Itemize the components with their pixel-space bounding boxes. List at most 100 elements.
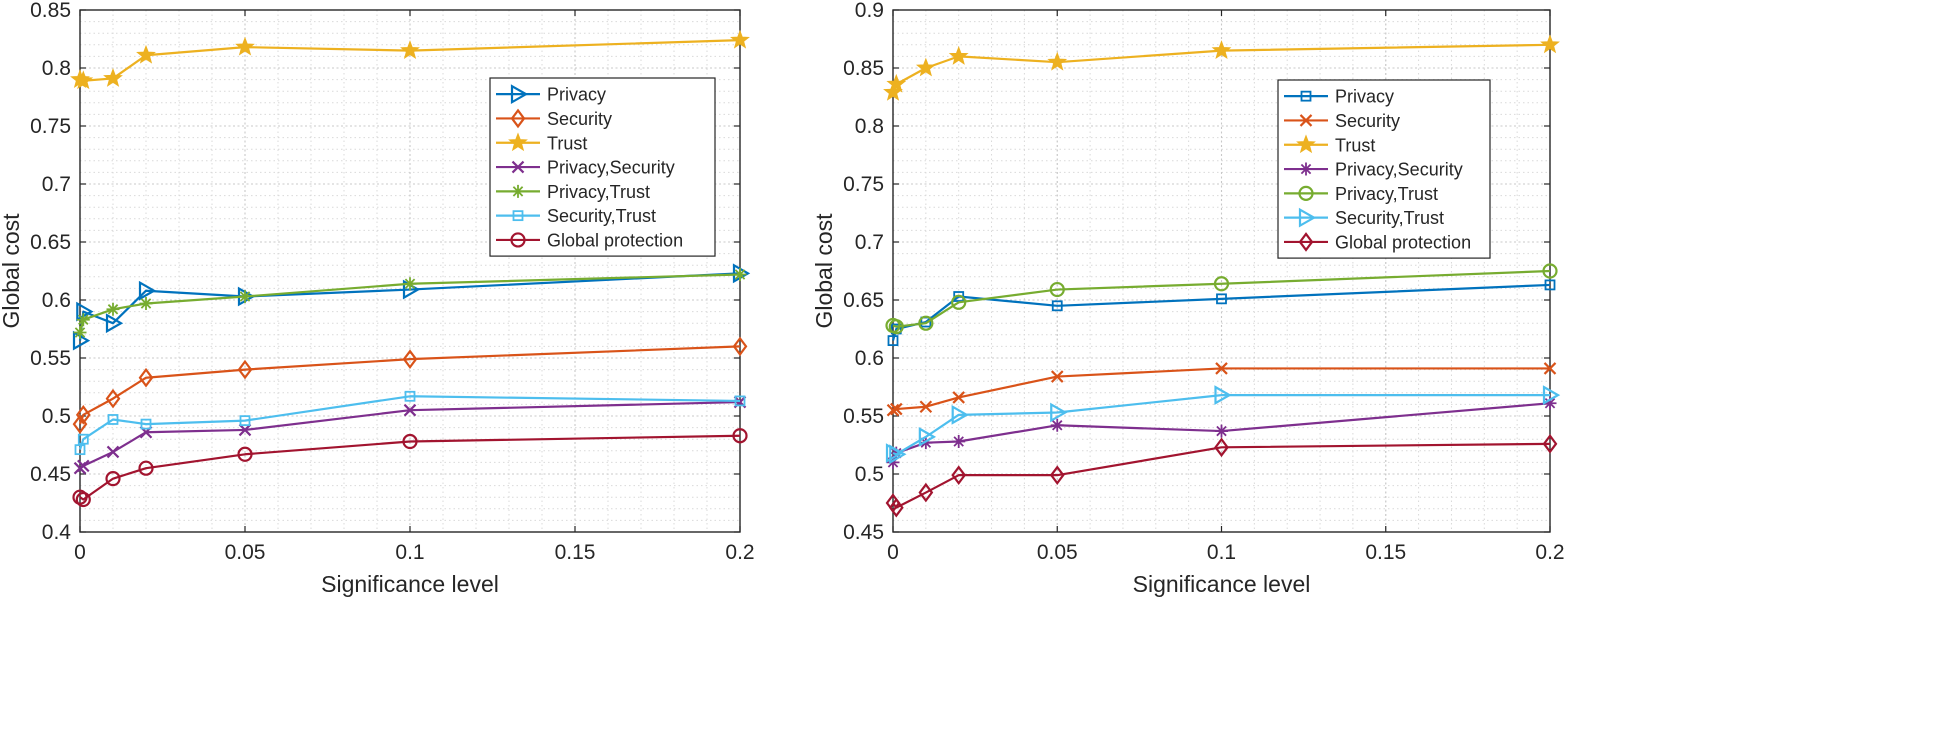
- series-security-trust: [74, 390, 746, 456]
- data-point: [1050, 402, 1068, 423]
- series-security: [72, 336, 748, 434]
- data-point: [75, 405, 91, 425]
- data-point: [918, 315, 934, 331]
- series-security: [886, 362, 1557, 417]
- data-point: [138, 280, 157, 301]
- data-point: [403, 277, 417, 291]
- legend-entry: Privacy,Security: [496, 158, 675, 178]
- legend-label: Security: [547, 109, 612, 129]
- y-tick-label: 0.75: [30, 115, 71, 138]
- data-point: [105, 471, 121, 487]
- data-point: [1543, 396, 1557, 410]
- data-point: [951, 465, 967, 485]
- data-point: [76, 313, 90, 327]
- data-point: [238, 290, 252, 304]
- legend-label: Trust: [547, 133, 587, 153]
- x-tick-label: 0.1: [1207, 541, 1236, 564]
- data-point: [400, 40, 420, 60]
- data-point: [74, 444, 86, 456]
- data-point: [888, 497, 904, 518]
- data-point: [77, 433, 89, 445]
- legend-marker: [512, 210, 524, 222]
- x-tick-label: 0.15: [1365, 541, 1406, 564]
- data-point: [237, 446, 253, 462]
- legend-label: Privacy: [1335, 87, 1394, 107]
- legend-marker: [508, 132, 528, 152]
- data-point: [886, 403, 900, 417]
- legend: Privacy Security Trust Privacy,Security Priv…: [1277, 79, 1491, 259]
- data-point: [1542, 434, 1558, 454]
- y-tick-label: 0.85: [843, 57, 884, 80]
- legend-entry: Trust: [1284, 134, 1375, 155]
- data-point: [1216, 293, 1227, 305]
- data-point: [404, 390, 416, 402]
- data-point: [238, 423, 252, 437]
- data-point: [139, 296, 153, 310]
- legend-entry: Security,Trust: [496, 206, 656, 226]
- data-point: [1050, 370, 1064, 383]
- legend-entry: Privacy,Trust: [1284, 184, 1438, 204]
- legend-entry: Privacy,Trust: [496, 182, 650, 202]
- data-point: [732, 263, 751, 284]
- data-point: [239, 415, 251, 427]
- data-point: [888, 319, 904, 335]
- y-tick-label: 0.6: [42, 289, 71, 312]
- legend-entry: Privacy: [496, 84, 606, 105]
- data-point: [1214, 437, 1229, 458]
- y-tick-label: 0.55: [843, 405, 884, 428]
- y-tick-label: 0.4: [42, 521, 72, 544]
- legend-marker: [511, 184, 525, 198]
- data-point: [886, 73, 907, 93]
- series-privacy-trust: [885, 263, 1558, 335]
- data-point: [890, 402, 903, 416]
- data-point: [1049, 281, 1065, 298]
- y-axis-label: Global cost: [0, 213, 24, 329]
- legend-entry: Security,Trust: [1284, 207, 1444, 228]
- legend-entry: Security: [496, 108, 612, 129]
- data-point: [75, 491, 91, 508]
- data-point: [951, 404, 969, 425]
- series-global-protection: [885, 434, 1558, 518]
- legend-entry: Privacy,Security: [1284, 160, 1463, 180]
- data-point: [1211, 40, 1232, 60]
- legend-label: Global protection: [1335, 232, 1471, 252]
- series-global-protection: [72, 428, 748, 508]
- legend-marker: [510, 108, 526, 129]
- data-point: [918, 426, 937, 447]
- legend-marker: [1299, 162, 1313, 176]
- legend-label: Privacy,Trust: [1335, 184, 1438, 204]
- data-point: [140, 418, 152, 430]
- legend-marker: [510, 84, 529, 105]
- legend-label: Privacy,Security: [547, 158, 675, 178]
- data-point: [887, 335, 899, 347]
- legend: Privacy Security Trust Privacy,Security Priv…: [489, 77, 716, 257]
- data-point: [915, 57, 936, 77]
- chart-2: 0 0.05 0.1 0.15 0.2 0.45 0.5 0.55 0.6 0.65 0.7 0.75…: [811, 0, 1565, 597]
- data-point: [732, 428, 748, 444]
- data-point: [952, 391, 965, 404]
- data-point: [76, 301, 94, 322]
- series-line: [78, 345, 741, 425]
- data-point: [918, 482, 934, 503]
- legend-entry: Global protection: [496, 230, 683, 250]
- data-point: [919, 400, 933, 413]
- data-point: [1214, 385, 1232, 406]
- x-tick-label: 0.1: [395, 541, 424, 564]
- data-point: [138, 460, 154, 476]
- legend-marker: [1300, 90, 1312, 102]
- chart-1: 0 0.05 0.1 0.15 0.2 0.4 0.45 0.5 0.55 0.6 0.65 0.7 0…: [0, 0, 755, 597]
- data-point: [1215, 424, 1228, 438]
- data-point: [1051, 300, 1063, 312]
- data-point: [1050, 418, 1064, 432]
- legend-marker: [511, 160, 525, 174]
- y-tick-label: 0.75: [843, 173, 884, 196]
- data-point: [72, 489, 88, 505]
- x-tick-label: 0: [887, 541, 899, 564]
- y-tick-label: 0.45: [843, 521, 884, 544]
- data-point: [72, 330, 91, 351]
- y-tick-label: 0.65: [30, 231, 71, 254]
- data-point: [103, 68, 123, 87]
- y-tick-label: 0.5: [855, 463, 884, 486]
- x-tick-label: 0.2: [1535, 541, 1564, 564]
